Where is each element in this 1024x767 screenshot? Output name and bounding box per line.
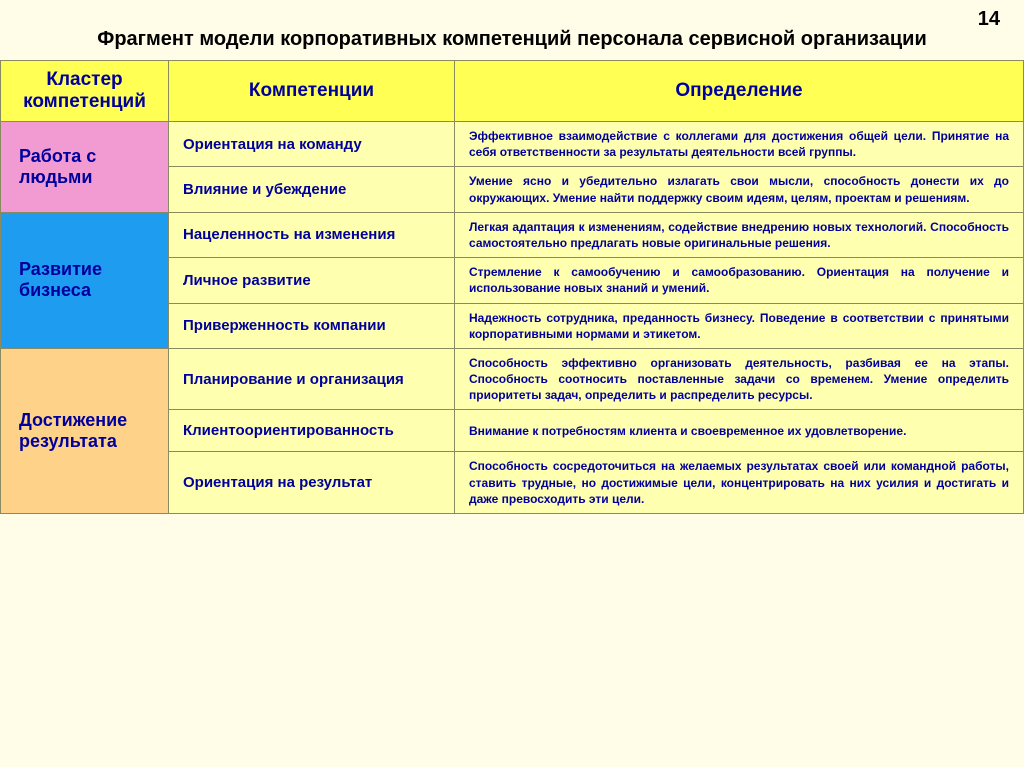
header-competence: Компетенции xyxy=(169,61,455,122)
competency-table: Кластер компетенций Компетенции Определе… xyxy=(0,60,1024,514)
definition-cell: Способность сосредоточиться на желаемых … xyxy=(455,452,1024,514)
definition-cell: Стремление к самообучению и самообразова… xyxy=(455,258,1024,303)
competence-cell: Приверженность компании xyxy=(169,303,455,348)
definition-cell: Способность эффективно организовать деят… xyxy=(455,348,1024,410)
competence-cell: Ориентация на команду xyxy=(169,122,455,167)
competence-cell: Личное развитие xyxy=(169,258,455,303)
table-row: Достижение результата Планирование и орг… xyxy=(1,348,1024,410)
definition-cell: Эффективное взаимодействие с коллегами д… xyxy=(455,122,1024,167)
table-row: Работа с людьми Ориентация на команду Эф… xyxy=(1,122,1024,167)
competence-cell: Планирование и организация xyxy=(169,348,455,410)
cluster-cell: Работа с людьми xyxy=(1,122,169,213)
competence-cell: Влияние и убеждение xyxy=(169,167,455,212)
cluster-cell: Развитие бизнеса xyxy=(1,212,169,348)
competence-cell: Нацеленность на изменения xyxy=(169,212,455,257)
definition-cell: Надежность сотрудника, преданность бизне… xyxy=(455,303,1024,348)
header-definition: Определение xyxy=(455,61,1024,122)
header-cluster: Кластер компетенций xyxy=(1,61,169,122)
definition-cell: Легкая адаптация к изменениям, содействи… xyxy=(455,212,1024,257)
competence-cell: Клиентоориентированность xyxy=(169,410,455,452)
competence-cell: Ориентация на результат xyxy=(169,452,455,514)
definition-cell: Умение ясно и убедительно излагать свои … xyxy=(455,167,1024,212)
cluster-cell: Достижение результата xyxy=(1,348,169,513)
definition-cell: Внимание к потребностям клиента и своевр… xyxy=(455,410,1024,452)
page-number: 14 xyxy=(978,8,1000,31)
table-header-row: Кластер компетенций Компетенции Определе… xyxy=(1,61,1024,122)
table-row: Развитие бизнеса Нацеленность на изменен… xyxy=(1,212,1024,257)
page-title: Фрагмент модели корпоративных компетенци… xyxy=(0,0,1024,60)
